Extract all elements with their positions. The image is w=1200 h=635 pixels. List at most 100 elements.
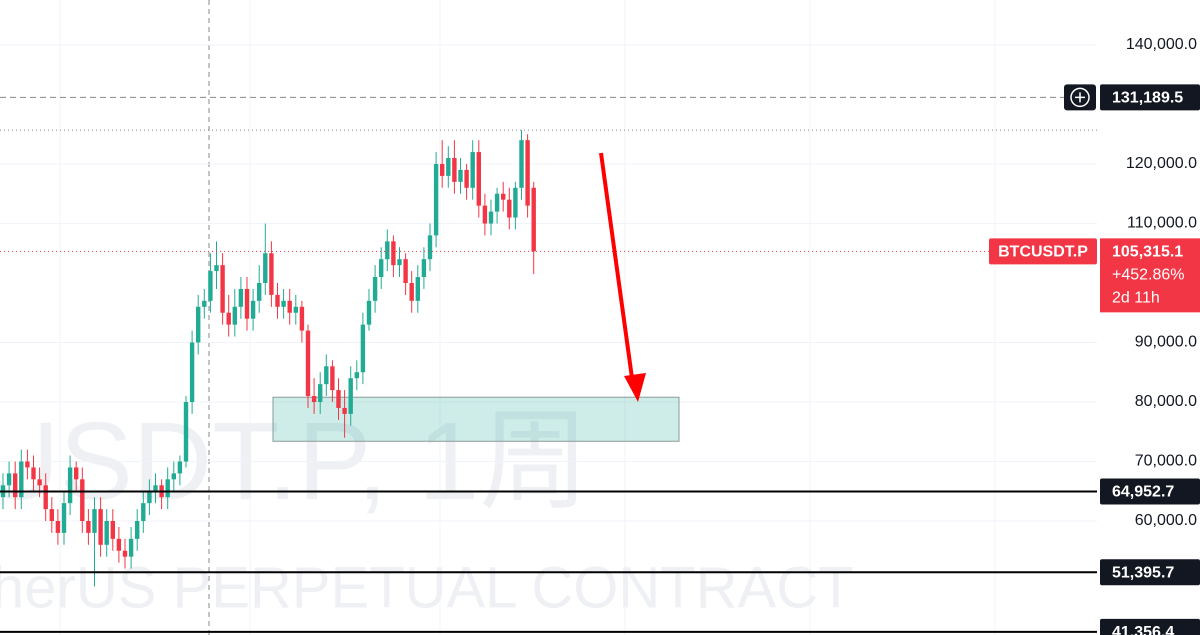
candle-body: [452, 158, 457, 182]
price-tag: [1100, 84, 1200, 111]
candle-body: [19, 461, 24, 498]
y-tick-label: 140,000.0: [1126, 36, 1197, 53]
candle-body: [507, 199, 512, 218]
last-price-tag: [1100, 238, 1200, 313]
candle-body: [281, 300, 286, 307]
countdown-label: 2d 11h: [1112, 290, 1160, 307]
candle-body: [49, 509, 54, 521]
candle-body: [80, 479, 85, 521]
candle-body: [488, 211, 494, 224]
candle-body: [427, 235, 433, 260]
candle-body: [476, 152, 481, 206]
candle-body: [244, 288, 250, 319]
candle-body: [415, 277, 420, 301]
candle-body: [513, 187, 518, 218]
candle-body: [122, 550, 128, 557]
symbol-tag: [989, 238, 1097, 265]
candle-body: [397, 259, 402, 266]
price-tag: [1100, 618, 1200, 635]
candle-body: [67, 467, 73, 504]
candle-body: [257, 282, 262, 301]
candle-body: [421, 259, 427, 278]
candle-body: [336, 390, 341, 408]
candle-body: [372, 277, 378, 301]
candle-body: [232, 306, 237, 325]
arrow: [599, 152, 646, 402]
candle-body: [525, 140, 530, 206]
arrow-head: [624, 373, 646, 402]
change-label: +452.86%: [1112, 267, 1185, 284]
y-tick-label: 120,000.0: [1126, 155, 1197, 172]
candle-body: [147, 491, 152, 504]
candle-body: [293, 306, 298, 313]
candle-body: [501, 193, 506, 200]
candle-body: [464, 169, 469, 188]
candle-body: [440, 163, 445, 176]
candle-body: [177, 461, 183, 474]
candle-body: [269, 253, 274, 295]
candle-body: [202, 300, 207, 307]
support-zone: [272, 396, 680, 442]
candle-body: [43, 485, 48, 510]
candle-body: [379, 259, 384, 278]
price-tag: [1100, 559, 1200, 586]
candle-body: [13, 473, 18, 498]
candle-body: [263, 253, 268, 283]
candle-body: [141, 503, 146, 521]
candle-body: [196, 306, 201, 343]
candle-body: [74, 467, 79, 480]
candle-body: [220, 265, 225, 313]
candle-body: [360, 324, 366, 373]
candle-body: [385, 241, 390, 260]
symbol-tag-label: BTCUSDT.P: [998, 244, 1088, 261]
candle-body: [6, 473, 12, 486]
candle-body: [354, 372, 359, 379]
candle-body: [116, 538, 122, 551]
candle-body: [275, 294, 280, 307]
candle-body: [348, 378, 353, 414]
candle-body: [330, 366, 335, 391]
candle-body: [208, 271, 213, 301]
candle-body: [494, 193, 500, 212]
add-icon: [1070, 87, 1090, 108]
candle-body: [104, 520, 109, 545]
candle-body: [446, 158, 451, 176]
watermark-exchange: herUS PERPETUAL CONTRACT: [0, 555, 854, 620]
y-tick-label: 110,000.0: [1127, 215, 1197, 232]
add-icon-plus: [1075, 92, 1085, 103]
price-tag: [1100, 478, 1200, 505]
candle-body: [110, 520, 115, 539]
candle-body: [531, 187, 536, 252]
candle-body: [458, 169, 463, 182]
candle-body: [299, 306, 305, 331]
candle-body: [324, 366, 329, 385]
candle-body: [318, 384, 323, 402]
candle-body: [409, 282, 414, 301]
candle-body: [519, 140, 524, 188]
candle-body: [226, 312, 231, 325]
candle-body: [391, 241, 396, 266]
candle-body: [25, 461, 30, 468]
price-tag-label: 51,395.7: [1112, 564, 1174, 581]
candle-body: [214, 265, 219, 272]
last-price-label: 105,315.1: [1112, 244, 1183, 261]
candle-body: [55, 520, 61, 533]
candle-body: [482, 205, 488, 224]
candle-body: [250, 300, 256, 319]
arrow-shaft: [599, 152, 634, 379]
candle-body: [153, 485, 158, 492]
candle-body: [61, 503, 67, 533]
price-tag-label: 64,952.7: [1112, 484, 1174, 501]
y-tick-label: 70,000.0: [1135, 453, 1197, 470]
candle-body: [183, 401, 189, 462]
candle-body: [433, 163, 439, 236]
candle-body: [165, 479, 170, 498]
candle-body: [403, 259, 408, 283]
y-tick-label: 80,000.0: [1135, 393, 1197, 410]
candle-body: [128, 538, 134, 557]
price-tag-label: 131,189.5: [1112, 90, 1183, 107]
candle-body: [135, 520, 140, 539]
candle-body: [287, 300, 292, 313]
candle-body: [31, 467, 36, 480]
candle-body: [470, 152, 475, 188]
